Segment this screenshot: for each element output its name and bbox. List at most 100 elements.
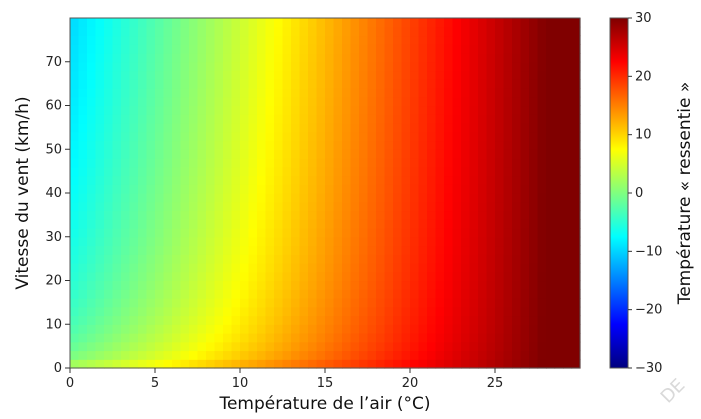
heatmap-cell [274,26,284,37]
heatmap-cell [401,289,411,299]
y-tick-label: 50 [45,142,62,157]
heatmap-cell [435,88,445,98]
heatmap-cell [129,105,139,115]
heatmap-cell [248,96,258,107]
heatmap-cell [342,123,352,133]
heatmap-cell [112,341,122,352]
heatmap-cell [486,61,496,72]
heatmap-cell [563,166,573,177]
heatmap-cell [104,61,114,72]
heatmap-cell [223,114,233,124]
heatmap-cell [291,219,301,229]
heatmap-cell [342,96,352,107]
heatmap-cell [350,236,360,247]
heatmap-cell [359,18,369,28]
heatmap-cell [95,315,105,325]
heatmap-cell [95,333,105,343]
heatmap-cell [529,140,539,150]
heatmap-cell [486,280,496,290]
heatmap-cell [231,166,241,177]
heatmap-cell [512,289,522,299]
heatmap-cell [197,333,207,343]
heatmap-cell [274,324,284,334]
heatmap-cell [554,289,564,299]
heatmap-cell [308,341,318,352]
heatmap-cell [333,105,343,115]
heatmap-cell [155,114,165,124]
heatmap-cell [308,324,318,334]
heatmap-cell [529,61,539,72]
heatmap-cell [554,175,564,185]
heatmap-cell [444,158,454,168]
heatmap-cell [129,44,139,54]
heatmap-cell [155,333,165,343]
heatmap-cell [155,263,165,273]
heatmap-cell [240,359,250,369]
heatmap-cell [274,105,284,115]
heatmap-cell [129,114,139,124]
heatmap-cell [316,333,326,343]
heatmap-cell [571,201,581,212]
heatmap-cell [546,131,556,142]
heatmap-cell [291,210,301,220]
heatmap-cell [129,88,139,98]
heatmap-cell [495,114,505,124]
heatmap-cell [376,236,386,247]
heatmap-cell [172,53,182,63]
heatmap-cell [427,306,437,317]
heatmap-cell [495,245,505,255]
heatmap-cell [206,70,216,80]
heatmap-cell [78,88,88,98]
heatmap-cell [214,70,224,80]
heatmap-cell [529,184,539,194]
heatmap-cell [495,333,505,343]
heatmap-cell [121,53,131,63]
heatmap-cell [231,105,241,115]
heatmap-cell [461,324,471,334]
heatmap-cell [112,236,122,247]
heatmap-cell [444,70,454,80]
heatmap-cell [189,228,199,238]
heatmap-cell [155,96,165,107]
heatmap-cell [359,44,369,54]
heatmap-cell [138,280,148,290]
heatmap-cell [469,298,479,308]
heatmap-cell [444,254,454,264]
heatmap-cell [180,158,190,168]
heatmap-cell [240,271,250,282]
heatmap-cell [87,70,97,80]
heatmap-cell [197,280,207,290]
heatmap-cell [291,158,301,168]
heatmap-cell [359,280,369,290]
heatmap-cell [359,26,369,37]
heatmap-cell [444,193,454,203]
heatmap-cell [563,236,573,247]
heatmap-cell [342,219,352,229]
heatmap-cell [248,123,258,133]
heatmap-cell [461,44,471,54]
heatmap-cell [155,236,165,247]
heatmap-cell [393,210,403,220]
heatmap-cell [503,96,513,107]
heatmap-cell [495,324,505,334]
heatmap-cell [384,44,394,54]
heatmap-cell [529,333,539,343]
heatmap-cell [563,315,573,325]
heatmap-cell [282,289,292,299]
heatmap-cell [257,271,267,282]
heatmap-cell [189,306,199,317]
heatmap-cell [308,280,318,290]
colorbar-tick-label: −10 [635,244,662,259]
heatmap-cell [78,201,88,212]
heatmap-cell [240,79,250,89]
heatmap-cell [529,53,539,63]
heatmap-cell [248,166,258,177]
heatmap-cell [495,210,505,220]
heatmap-cell [537,219,547,229]
heatmap-cell [563,88,573,98]
heatmap-cell [223,210,233,220]
heatmap-cell [189,61,199,72]
heatmap-cell [146,184,156,194]
heatmap-cell [231,298,241,308]
heatmap-cell [214,280,224,290]
